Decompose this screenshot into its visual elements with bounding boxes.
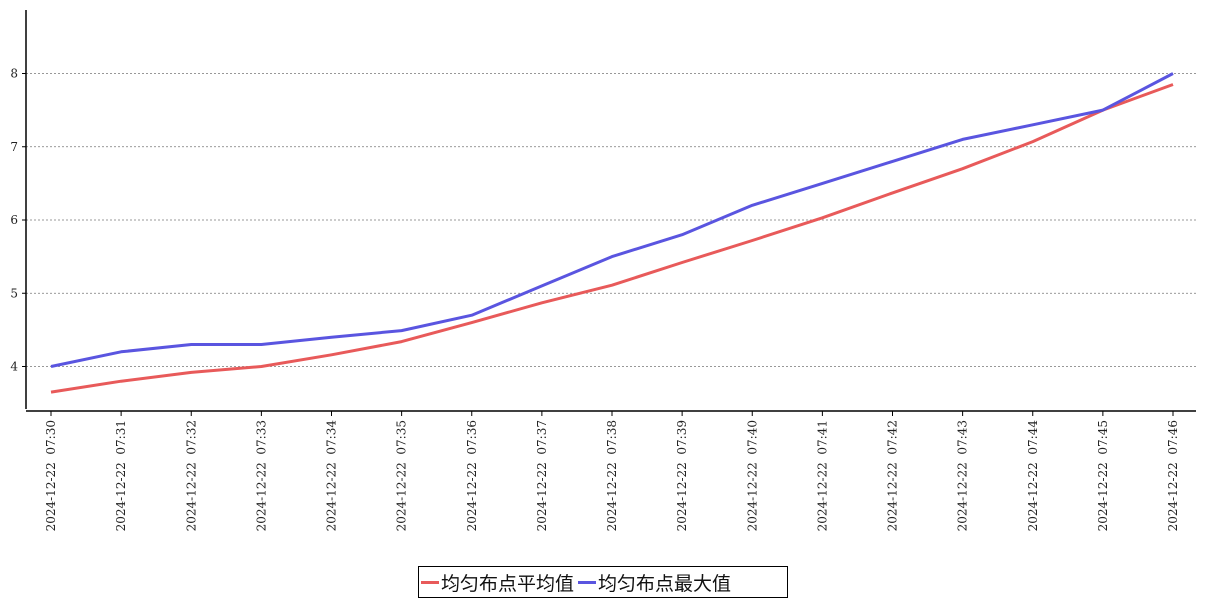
legend-swatch-avg	[421, 580, 439, 584]
y-tick-label: 6	[10, 213, 18, 227]
x-tick-label: 2024-12-22 07:37	[535, 420, 549, 531]
legend: 均匀布点平均值 均匀布点最大值	[418, 566, 788, 598]
x-tick-label: 2024-12-22 07:35	[395, 420, 409, 531]
x-tick-label: 2024-12-22 07:30	[44, 420, 58, 531]
series-line-1	[50, 72, 1174, 368]
y-tick-label: 7	[10, 140, 18, 154]
x-tick-label: 2024-12-22 07:31	[114, 420, 128, 531]
legend-swatch-max	[578, 580, 597, 584]
x-tick-label: 2024-12-22 07:42	[886, 420, 900, 531]
legend-label-avg: 均匀布点平均值	[441, 572, 575, 595]
x-tick-label: 2024-12-22 07:34	[325, 420, 339, 532]
x-tick-label: 2024-12-22 07:43	[956, 420, 970, 531]
legend-item-avg[interactable]: 均匀布点平均值	[421, 569, 574, 596]
legend-label-max: 均匀布点最大值	[598, 572, 732, 595]
x-tick-label: 2024-12-22 07:41	[815, 420, 829, 531]
x-tick-label: 2024-12-22 07:46	[1166, 420, 1180, 531]
x-tick-label: 2024-12-22 07:33	[254, 420, 268, 531]
x-tick-label: 2024-12-22 07:38	[605, 420, 619, 531]
legend-item-max[interactable]: 均匀布点最大值	[578, 569, 731, 596]
series-lines	[50, 72, 1174, 394]
y-tick-label: 5	[10, 286, 18, 300]
y-tick-labels: 4 5 6 7 8	[10, 67, 26, 374]
x-tick-label: 2024-12-22 07:45	[1096, 420, 1110, 531]
axes	[25, 10, 1196, 412]
x-tick-label: 2024-12-22 07:40	[745, 420, 759, 531]
y-tick-label: 8	[10, 67, 18, 81]
x-tick-label: 2024-12-22 07:36	[465, 420, 479, 531]
x-tick-label: 2024-12-22 07:44	[1026, 420, 1040, 532]
grid-lines	[26, 73, 1196, 367]
x-tick-label: 2024-12-22 07:39	[675, 420, 689, 531]
y-tick-label: 4	[10, 360, 18, 374]
x-tick-labels: 2024-12-22 07:30 2024-12-22 07:31 2024-12-…	[44, 411, 1180, 531]
x-tick-label: 2024-12-22 07:32	[184, 420, 198, 531]
